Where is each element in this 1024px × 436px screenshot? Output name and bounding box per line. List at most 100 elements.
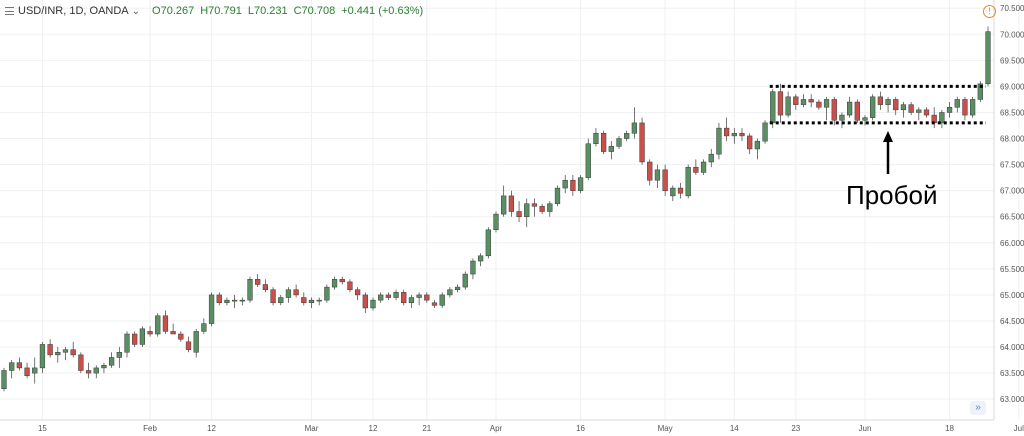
- y-tick-label: 65.500: [1000, 265, 1024, 274]
- breakout-range-box: [769, 84, 986, 125]
- candle: [108, 352, 115, 368]
- candle: [793, 94, 799, 110]
- candle: [908, 102, 914, 116]
- candle: [9, 360, 15, 379]
- candle: [946, 102, 953, 118]
- candle: [431, 300, 438, 308]
- candle: [70, 341, 76, 358]
- candle: [685, 164, 691, 199]
- symbol-label[interactable]: USD/INR, 1D, OANDA: [18, 5, 129, 17]
- candle: [777, 83, 784, 123]
- breakout-arrow: [883, 131, 893, 174]
- candle: [193, 328, 199, 358]
- x-tick-label: 12: [369, 424, 378, 433]
- candle: [670, 185, 676, 202]
- candle: [969, 96, 976, 118]
- candle: [624, 130, 630, 142]
- candle: [739, 128, 745, 142]
- candle: [401, 289, 407, 306]
- candle: [216, 292, 222, 306]
- y-tick-label: 68.000: [1000, 135, 1024, 144]
- candle: [647, 159, 653, 186]
- candle: [923, 107, 930, 118]
- candle: [308, 297, 315, 308]
- candle: [985, 26, 991, 87]
- candle: [24, 362, 30, 379]
- candle: [577, 175, 584, 194]
- scroll-to-latest-button[interactable]: »: [970, 401, 986, 415]
- candle: [839, 112, 845, 129]
- candle: [524, 198, 530, 228]
- chart-header: USD/INR, 1D, OANDA ⌄ O70.267 H70.791 L70…: [0, 0, 423, 22]
- y-tick-label: 68.500: [1000, 108, 1024, 117]
- candle: [470, 258, 476, 280]
- candle: [16, 357, 23, 371]
- candle: [662, 164, 668, 196]
- candle: [178, 331, 184, 342]
- candle: [85, 362, 92, 379]
- x-tick-label: 15: [38, 424, 47, 433]
- candle: [554, 185, 561, 207]
- candle: [747, 133, 753, 155]
- candle: [616, 135, 622, 149]
- y-tick-label: 66.500: [1000, 213, 1024, 222]
- candle: [808, 94, 814, 108]
- candle: [639, 117, 645, 165]
- candle: [708, 148, 714, 168]
- chevron-down-icon[interactable]: ⌄: [131, 5, 141, 17]
- candle: [262, 279, 269, 293]
- candles: [1, 26, 991, 392]
- candle: [600, 130, 607, 155]
- candle: [255, 274, 261, 288]
- candle: [116, 347, 122, 368]
- x-axis-labels: 15Feb12Mar1221Apr16May1423Jun18Jul16Aug1…: [38, 424, 1024, 433]
- y-tick-label: 70.000: [1000, 30, 1024, 39]
- y-tick-label: 63.500: [1000, 369, 1024, 378]
- candle: [900, 102, 907, 118]
- candle: [170, 323, 176, 335]
- candle: [124, 331, 130, 358]
- candle: [593, 128, 599, 147]
- candle: [516, 201, 522, 222]
- high-value: H70.791: [200, 5, 242, 17]
- candle: [547, 201, 553, 217]
- candle: [893, 96, 899, 116]
- y-tick-label: 63.000: [1000, 395, 1024, 404]
- y-tick-label: 64.500: [1000, 317, 1024, 326]
- candle: [393, 289, 399, 301]
- candle: [362, 292, 368, 314]
- menu-icon[interactable]: [5, 7, 14, 15]
- x-tick-label: 18: [945, 424, 954, 433]
- candle: [854, 99, 860, 123]
- y-tick-label: 64.000: [1000, 343, 1024, 352]
- candle: [162, 310, 169, 335]
- candle: [493, 211, 499, 233]
- y-tick-label: 66.000: [1000, 239, 1024, 248]
- candle: [316, 297, 322, 306]
- candle: [823, 96, 830, 121]
- candle: [247, 276, 253, 303]
- alert-icon[interactable]: !: [983, 5, 996, 18]
- x-tick-label: Apr: [490, 424, 503, 433]
- candle: [93, 365, 99, 379]
- low-value: L70.231: [247, 5, 288, 17]
- y-tick-label: 67.000: [1000, 187, 1024, 196]
- y-tick-label: 70.500: [1000, 4, 1024, 13]
- candle: [954, 96, 960, 113]
- candle: [785, 91, 791, 118]
- candle: [339, 276, 345, 285]
- candle: [962, 96, 968, 121]
- x-tick-label: 23: [791, 424, 800, 433]
- candle: [608, 141, 614, 160]
- candle: [731, 128, 737, 144]
- candle: [562, 175, 568, 194]
- candle: [378, 292, 384, 303]
- candle: [846, 96, 853, 118]
- x-tick-label: Jul: [1014, 424, 1024, 433]
- y-tick-label: 65.000: [1000, 291, 1024, 300]
- candle: [55, 347, 61, 363]
- candle: [762, 120, 768, 144]
- candle: [78, 352, 84, 374]
- y-tick-label: 67.500: [1000, 161, 1024, 170]
